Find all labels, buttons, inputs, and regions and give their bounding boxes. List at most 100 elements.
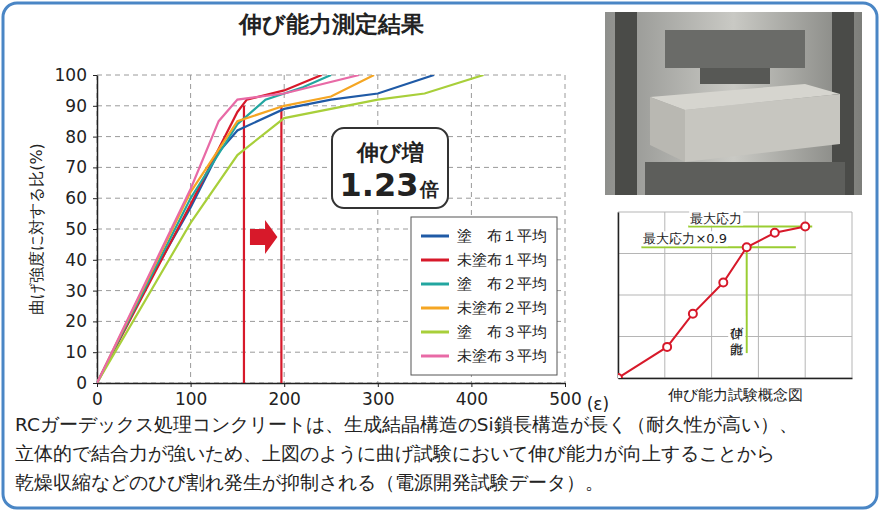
tick-label: 200 — [268, 389, 300, 409]
legend-swatch — [421, 235, 449, 238]
tick-mark — [93, 260, 97, 261]
legend-label: 塗 布３平均 — [457, 323, 547, 341]
tick-mark — [93, 137, 97, 138]
grid-line — [618, 253, 852, 254]
tick-label: 50 — [65, 219, 87, 239]
photo-press — [665, 30, 805, 68]
legend-label: 塗 布１平均 — [457, 227, 547, 245]
annotation-label: 最大応力×0.9 — [643, 231, 727, 246]
legend-label: 未塗布２平均 — [457, 299, 547, 317]
tick-label: 400 — [456, 389, 488, 409]
tick: 300 — [362, 383, 394, 409]
photo-column — [615, 12, 637, 195]
grid-line — [377, 75, 378, 383]
reference-line — [688, 226, 812, 228]
tick-mark — [93, 198, 97, 199]
grid-line — [805, 212, 806, 378]
label-background — [728, 316, 745, 357]
legend-label: 未塗布１平均 — [457, 251, 547, 269]
point — [719, 279, 727, 287]
label-background — [642, 231, 728, 246]
x-axis — [619, 378, 853, 380]
tick-mark — [93, 352, 97, 353]
tick-label: 80 — [65, 127, 87, 147]
legend-swatch — [421, 283, 449, 286]
tick: 100 — [175, 383, 207, 409]
tick-mark — [471, 383, 472, 387]
axis-line — [618, 213, 620, 379]
legend-swatch — [421, 331, 449, 334]
tick: 500 — [549, 383, 581, 409]
tick: 200 — [268, 383, 300, 409]
grid — [618, 212, 852, 378]
y-axis — [618, 213, 620, 379]
tick-mark — [93, 167, 97, 168]
callout-box — [332, 128, 448, 208]
tick: 20 — [65, 311, 97, 331]
x-axis-title: (ε) — [587, 394, 609, 414]
reference-line — [243, 106, 245, 383]
legend-swatch — [421, 259, 449, 262]
tick-mark — [93, 75, 97, 76]
grid-line — [852, 212, 853, 378]
reference-line — [641, 246, 795, 248]
annotation-lines — [641, 227, 812, 354]
grid-line — [618, 212, 619, 378]
tick-mark — [93, 383, 97, 384]
tick: 60 — [65, 188, 97, 208]
grid-line — [97, 136, 565, 137]
tick-label: 20 — [65, 311, 87, 331]
tick-label: 90 — [65, 96, 87, 116]
tick-label: 10 — [65, 342, 87, 362]
grid-line — [97, 105, 565, 106]
tick: 10 — [65, 342, 97, 362]
callout: 伸び増1.23倍 — [332, 128, 448, 208]
tick-mark — [93, 229, 97, 230]
concept-chart: 最大応力最大応力×0.9伸び能力伸び能力試験概念図 — [614, 211, 853, 404]
grid-line — [190, 75, 191, 383]
tick-mark — [565, 383, 566, 387]
tick: 70 — [65, 157, 97, 177]
chart-title: 伸び能力試験概念図 — [667, 386, 803, 404]
tick: 100 — [55, 65, 97, 85]
grid — [97, 75, 565, 383]
tick-label: 300 — [362, 389, 394, 409]
photo-press — [700, 68, 770, 84]
tick-label: 0 — [92, 389, 103, 409]
plot-background — [618, 212, 852, 378]
arrow — [250, 220, 277, 254]
tick-label: 100 — [55, 65, 87, 85]
legend-swatch — [421, 307, 449, 310]
point — [663, 343, 671, 351]
callout-unit: 倍 — [419, 178, 439, 200]
legend: 塗 布１平均未塗布１平均塗 布２平均未塗布２平均塗 布３平均未塗布３平均 — [411, 217, 557, 375]
annotation-labels: 最大応力最大応力×0.9伸び能力 — [642, 211, 745, 357]
tick-label: 500 — [549, 389, 581, 409]
frame — [3, 3, 877, 508]
tick: 0 — [92, 383, 103, 409]
series — [618, 223, 809, 378]
point — [771, 229, 779, 237]
photo-specimen-side — [685, 94, 840, 162]
tick-label: 60 — [65, 188, 87, 208]
grid-line — [618, 378, 852, 379]
reference-lines — [244, 106, 281, 383]
grid-line — [758, 212, 759, 378]
tick: 50 — [65, 219, 97, 239]
tick: 80 — [65, 127, 97, 147]
legend-swatch — [421, 355, 449, 358]
reference-line — [280, 106, 282, 383]
point — [801, 223, 809, 231]
caption-line: 立体的で結合力が強いため、上図のように曲げ試験において伸び能力が向上することから — [15, 443, 775, 464]
callout-text: 伸び増 — [356, 140, 424, 165]
y-axis: 0102030405060708090100 — [55, 65, 98, 393]
legend-label: 未塗布３平均 — [457, 347, 547, 365]
x-axis: 0 100 200 300 400 500 — [92, 383, 582, 409]
series-line — [97, 75, 322, 383]
reference-line — [746, 247, 748, 353]
tick-mark — [191, 383, 192, 387]
legend-label: 塗 布２平均 — [457, 275, 547, 293]
point — [743, 243, 751, 251]
legend-item: 未塗布２平均 — [421, 299, 547, 317]
tick: 40 — [65, 250, 97, 270]
